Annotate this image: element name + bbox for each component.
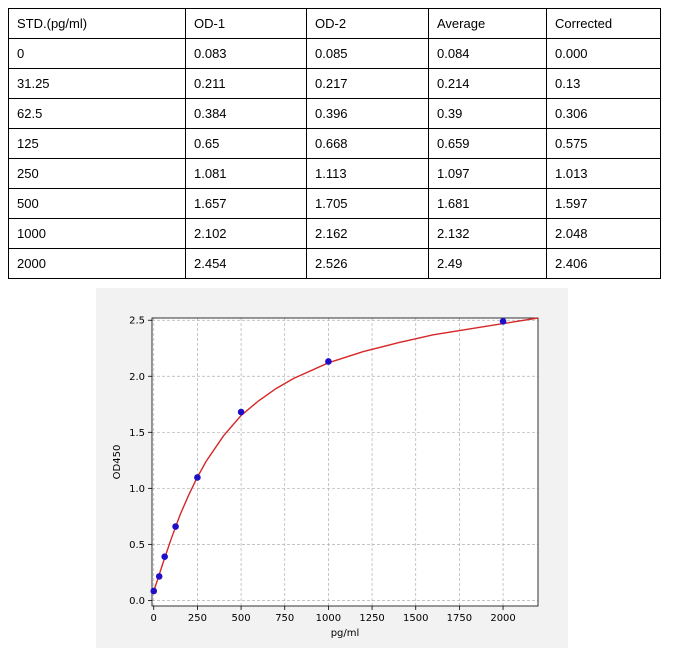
data-point — [150, 587, 158, 595]
y-tick-label: 0.5 — [129, 540, 145, 551]
x-tick-label: 1250 — [359, 613, 384, 624]
table-cell: 1000 — [8, 218, 186, 249]
axes-frame — [151, 317, 539, 607]
table-cell: 1.113 — [306, 158, 429, 189]
column-header: STD.(pg/ml) — [8, 8, 186, 39]
table-cell: 0.659 — [428, 128, 547, 159]
x-tick-label: 250 — [188, 613, 207, 624]
table-cell: 1.013 — [546, 158, 661, 189]
table-cell: 0.084 — [428, 38, 547, 69]
table-row: 2000 2.454 2.526 2.49 2.406 — [8, 248, 661, 279]
x-tick-label: 500 — [232, 613, 251, 624]
table-cell: 2.406 — [546, 248, 661, 279]
data-point — [237, 408, 245, 416]
y-axis-label: OD450 — [112, 445, 123, 480]
table-cell: 2.49 — [428, 248, 547, 279]
table-cell: 1.681 — [428, 188, 547, 219]
x-tick-label: 1750 — [447, 613, 472, 624]
table-row: 1000 2.102 2.162 2.132 2.048 — [8, 218, 661, 249]
fit-curve-line — [153, 317, 539, 592]
y-tick-label: 1.5 — [129, 428, 145, 439]
table-cell: 0.396 — [306, 98, 429, 129]
table-header-row: STD.(pg/ml) OD-1 OD-2 Average Corrected — [8, 8, 661, 39]
table-cell: 0.000 — [546, 38, 661, 69]
table-cell: 0.214 — [428, 68, 547, 99]
table-cell: 0.211 — [185, 68, 307, 99]
table-cell: 2.132 — [428, 218, 547, 249]
standard-curve-chart: 0 250 500 750 1000 1250 1500 1750 2000 0.0 0.5 1.0 1… — [96, 288, 568, 648]
plot-area — [152, 318, 538, 606]
table-row: 0 0.083 0.085 0.084 0.000 — [8, 38, 661, 69]
table-cell: 1.657 — [185, 188, 307, 219]
table-cell: 2.526 — [306, 248, 429, 279]
table-cell: 0.13 — [546, 68, 661, 99]
table-cell: 2000 — [8, 248, 186, 279]
table-cell: 0.65 — [185, 128, 307, 159]
table-cell: 1.705 — [306, 188, 429, 219]
column-header: Average — [428, 8, 547, 39]
table-cell: 2.454 — [185, 248, 307, 279]
table-cell: 2.162 — [306, 218, 429, 249]
table-cell: 2.102 — [185, 218, 307, 249]
x-axis-label: pg/ml — [331, 628, 360, 639]
x-tick-label: 0 — [151, 613, 157, 624]
table-row: 500 1.657 1.705 1.681 1.597 — [8, 188, 661, 219]
standard-curve-table: STD.(pg/ml) OD-1 OD-2 Average Corrected 0 0.08… — [8, 8, 661, 279]
x-tick-label: 1000 — [316, 613, 341, 624]
table-cell: 125 — [8, 128, 186, 159]
y-tick-label: 1.0 — [129, 484, 145, 495]
table-cell: 1.097 — [428, 158, 547, 189]
y-tick-label: 0.0 — [129, 596, 145, 607]
data-point — [194, 474, 201, 481]
table-cell: 1.597 — [546, 188, 661, 219]
table-cell: 0.384 — [185, 98, 307, 129]
table-cell: 0.39 — [428, 98, 547, 129]
x-tick-label: 2000 — [490, 613, 515, 624]
y-tick-label: 2.0 — [129, 372, 145, 383]
table-cell: 62.5 — [8, 98, 186, 129]
column-header: Corrected — [546, 8, 661, 39]
table-cell: 1.081 — [185, 158, 307, 189]
table-cell: 0.306 — [546, 98, 661, 129]
table-cell: 500 — [8, 188, 186, 219]
table-cell: 2.048 — [546, 218, 661, 249]
table-row: 31.25 0.211 0.217 0.214 0.13 — [8, 68, 661, 99]
table-cell: 31.25 — [8, 68, 186, 99]
data-point — [161, 553, 168, 560]
data-point — [325, 358, 332, 365]
table-row: 250 1.081 1.113 1.097 1.013 — [8, 158, 661, 189]
column-header: OD-1 — [185, 8, 307, 39]
table-cell: 0.668 — [306, 128, 429, 159]
table-cell: 0 — [8, 38, 186, 69]
x-tick-label: 1500 — [403, 613, 428, 624]
table-cell: 0.083 — [185, 38, 307, 69]
table-row: 125 0.65 0.668 0.659 0.575 — [8, 128, 661, 159]
chart-svg: 0 250 500 750 1000 1250 1500 1750 2000 0.0 0.5 1.0 1… — [112, 316, 539, 639]
x-tick-label: 750 — [275, 613, 294, 624]
y-tick-label: 2.5 — [129, 316, 145, 327]
column-header: OD-2 — [306, 8, 429, 39]
data-point — [499, 318, 507, 325]
table-cell: 0.575 — [546, 128, 661, 159]
data-point — [155, 573, 163, 580]
table-cell: 0.085 — [306, 38, 429, 69]
data-point — [172, 523, 179, 530]
table-cell: 0.217 — [306, 68, 429, 99]
table-row: 62.5 0.384 0.396 0.39 0.306 — [8, 98, 661, 129]
table-cell: 250 — [8, 158, 186, 189]
